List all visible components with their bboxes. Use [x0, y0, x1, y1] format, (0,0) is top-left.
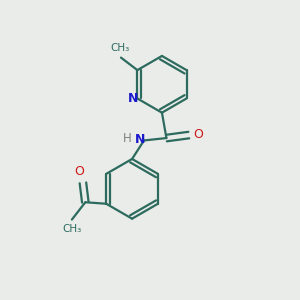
Text: O: O [194, 128, 203, 141]
Text: CH₃: CH₃ [62, 224, 82, 234]
Text: N: N [128, 92, 138, 105]
Text: H: H [123, 133, 132, 146]
Text: N: N [135, 133, 145, 146]
Text: CH₃: CH₃ [110, 44, 129, 53]
Text: O: O [74, 165, 84, 178]
